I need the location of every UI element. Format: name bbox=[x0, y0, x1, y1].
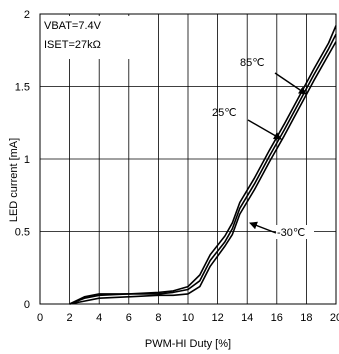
series-label-minus30: -30℃ bbox=[277, 227, 305, 239]
x-tick-label-2: 4 bbox=[96, 312, 102, 324]
series-layer bbox=[69, 25, 337, 305]
series-line-0 bbox=[69, 25, 337, 305]
y-tick-label-2: 1 bbox=[24, 154, 30, 166]
y-tick-labels: 0 0.5 1 1.5 2 bbox=[15, 9, 30, 311]
plot-frame bbox=[39, 13, 337, 305]
x-tick-label-3: 6 bbox=[126, 312, 132, 324]
x-tick-label-8: 16 bbox=[271, 312, 283, 324]
arrow-minus30 bbox=[249, 221, 277, 234]
y-tick-label-1: 0.5 bbox=[15, 227, 30, 239]
callout-minus30: -30℃ bbox=[249, 221, 314, 239]
series-line-1 bbox=[69, 33, 337, 305]
series-label-85: 85℃ bbox=[240, 57, 265, 69]
arrow-25 bbox=[247, 119, 282, 140]
annotation-iset: ISET=27kΩ bbox=[44, 39, 101, 51]
annotation-box bbox=[42, 16, 132, 59]
callout-25: 25℃ bbox=[212, 107, 282, 140]
x-tick-label-10: 20 bbox=[330, 312, 339, 324]
series-label-minus30-bg bbox=[276, 225, 314, 239]
x-tick-label-0: 0 bbox=[37, 312, 43, 324]
arrow-85 bbox=[274, 72, 307, 95]
x-tick-label-9: 18 bbox=[300, 312, 312, 324]
series-line-2 bbox=[69, 41, 337, 305]
x-tick-label-4: 8 bbox=[155, 312, 161, 324]
y-tick-label-0: 0 bbox=[24, 299, 30, 311]
y-axis-label: LED current [mA] bbox=[8, 138, 20, 222]
x-axis-label: PWM-HI Duty [%] bbox=[145, 338, 231, 350]
x-tick-label-1: 2 bbox=[67, 312, 73, 324]
series-label-25: 25℃ bbox=[212, 107, 237, 119]
y-tick-label-4: 2 bbox=[24, 9, 30, 21]
x-tick-label-6: 12 bbox=[211, 312, 223, 324]
x-tick-labels: 0 2 4 6 8 10 12 14 16 18 20 bbox=[37, 312, 339, 324]
x-tick-label-7: 14 bbox=[241, 312, 253, 324]
annotation-vbat: VBAT=7.4V bbox=[44, 20, 102, 32]
x-tick-label-5: 10 bbox=[182, 312, 194, 324]
callout-85: 85℃ bbox=[240, 57, 307, 95]
y-tick-label-3: 1.5 bbox=[15, 82, 30, 94]
